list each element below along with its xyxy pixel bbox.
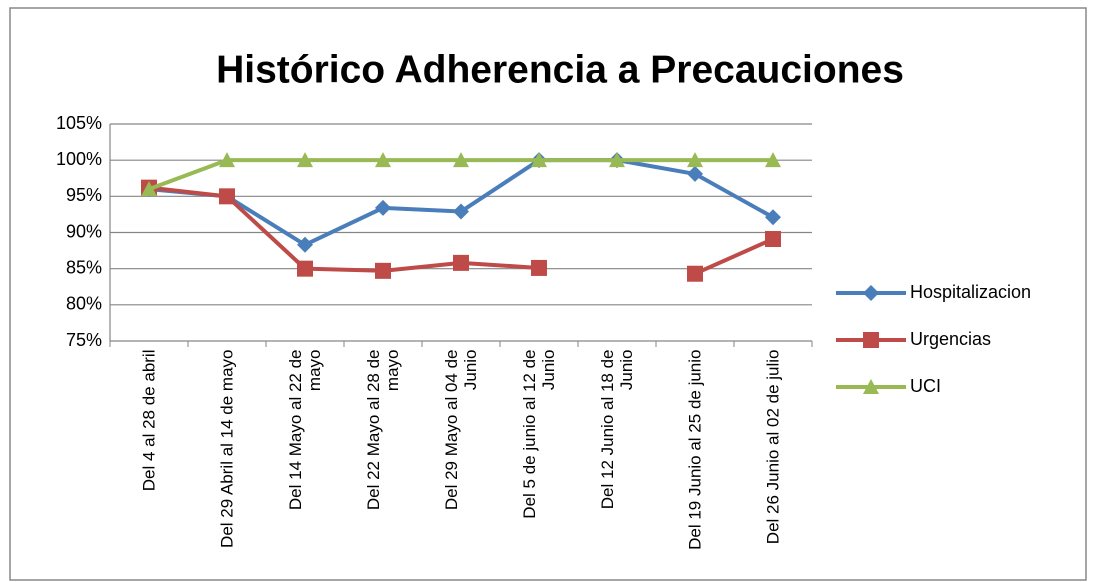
marker [609,152,625,168]
marker [297,152,313,168]
x-tick-label: Del 14 Mayo al 22 de mayo [286,349,324,511]
marker [219,152,235,168]
x-tick-label: Del 22 Mayo al 28 de mayo [364,349,402,511]
marker [453,152,469,168]
marker [863,332,879,348]
marker [297,260,313,277]
series-line [148,185,774,276]
y-tick-label: 95% [66,185,102,205]
marker [765,152,781,168]
marker [375,152,391,168]
marker [687,265,703,282]
legend-label: Urgencias [910,329,991,349]
x-tick-label: Del 19 Junio al 25 de junio [685,349,705,550]
x-tick-label: Del 4 al 28 de abril [139,349,159,492]
marker [141,181,157,197]
marker [453,203,469,220]
marker [375,199,391,216]
y-tick-label: 90% [66,221,102,241]
x-tick-label: Del 26 Junio al 02 de julio [763,349,783,545]
x-tick-label: Del 12 Junio al 18 de Junio [598,349,636,510]
chart-title: Histórico Adherencia a Precauciones [216,48,904,91]
marker [765,231,781,248]
marker [863,379,879,394]
legend-label: UCI [910,376,941,396]
y-tick-label: 105% [56,113,102,133]
marker [297,236,313,253]
y-tick-label: 85% [66,257,102,277]
marker [453,254,469,271]
y-tick-label: 100% [56,149,102,169]
marker [687,165,703,182]
marker [531,152,547,168]
marker [863,285,879,301]
marker [531,259,547,276]
marker [765,209,781,226]
y-tick-label: 75% [66,330,102,350]
marker [687,152,703,168]
marker [219,188,235,205]
x-tick-label: Del 5 de junio al 12 de Junio [520,349,558,519]
y-tick-label: 80% [66,294,102,314]
x-tick-label: Del 29 Mayo al 04 de Junio [442,349,480,511]
legend-label: Hospitalizacion [910,282,1031,302]
chart-border [9,7,1087,581]
marker [375,262,391,279]
x-tick-label: Del 29 Abril al 14 de mayo [217,349,237,548]
